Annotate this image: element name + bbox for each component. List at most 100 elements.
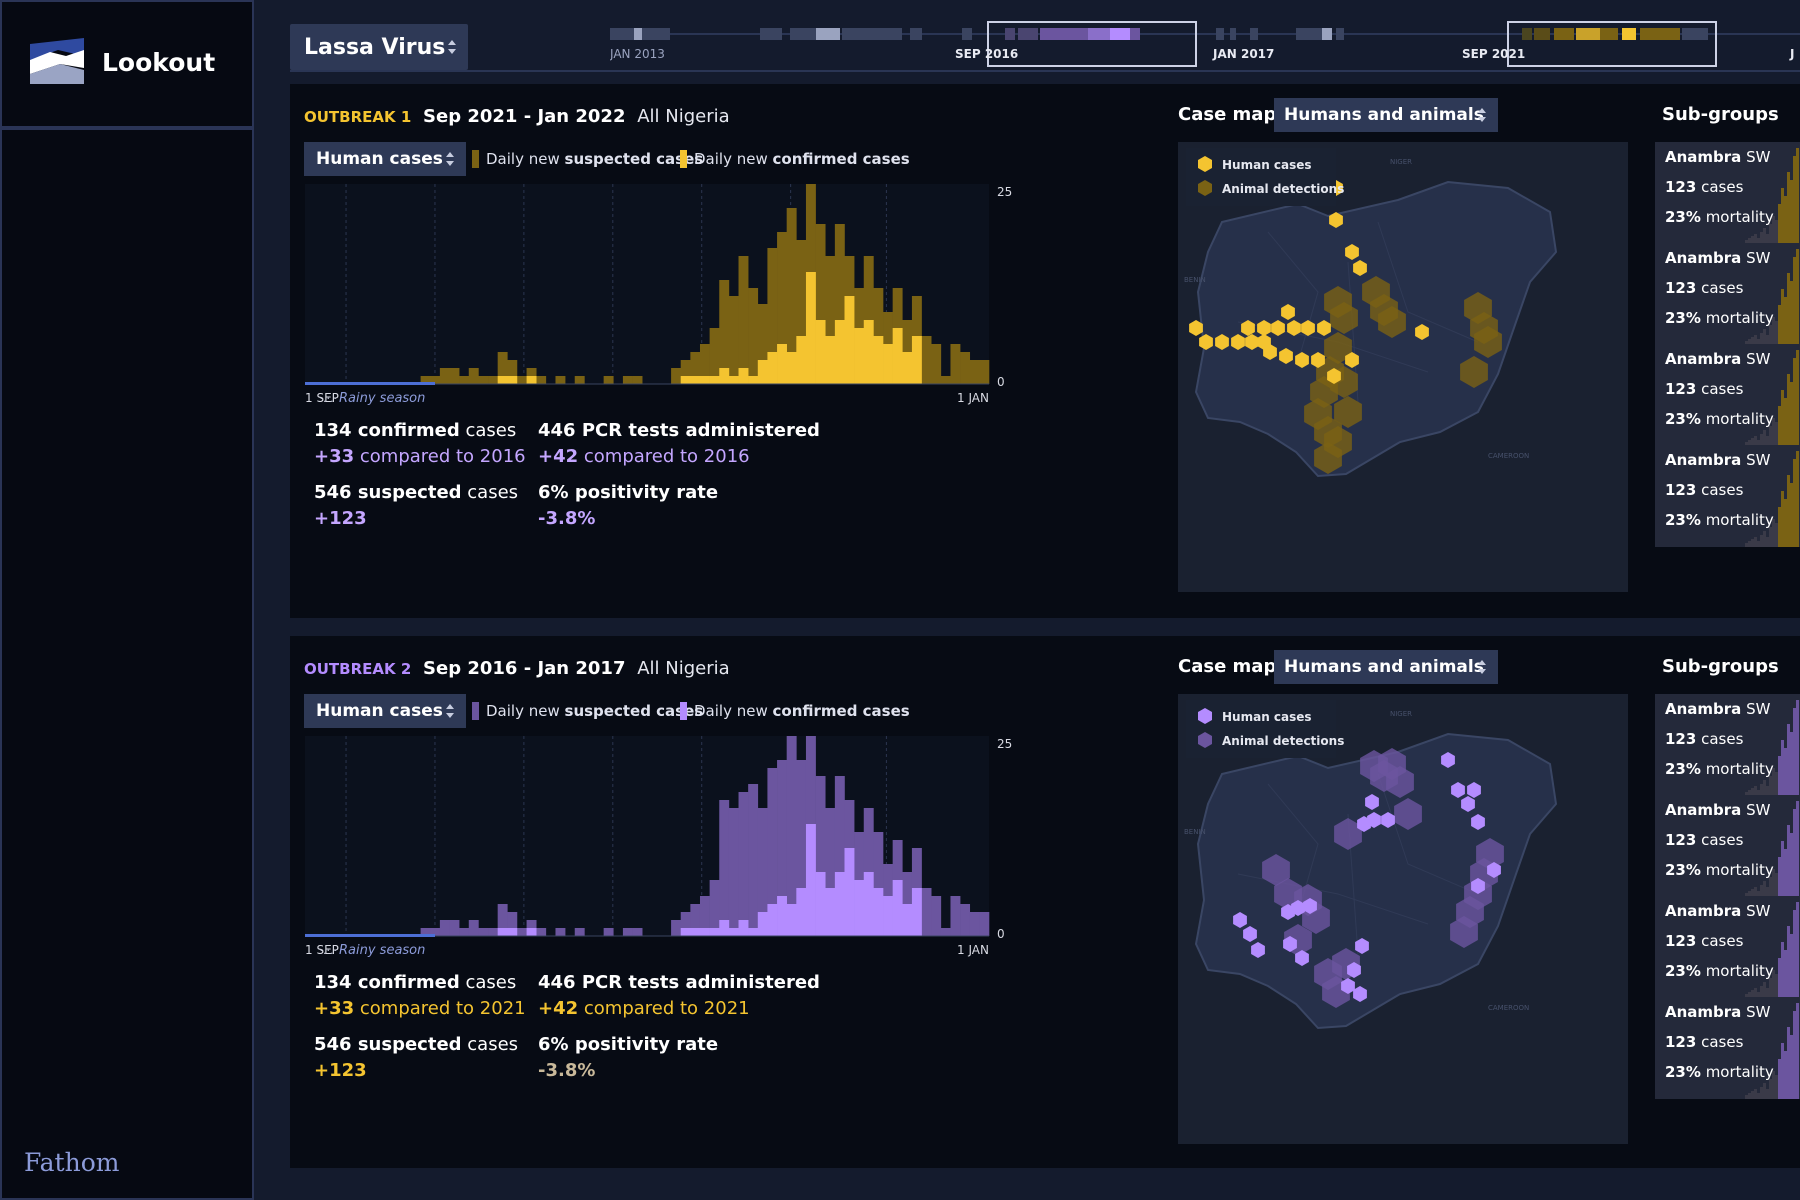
human-case-hex[interactable]	[1243, 926, 1257, 942]
timeline-segment[interactable]	[760, 28, 782, 40]
case-map[interactable]: NIGER BENIN CAMEROON Human cases Animal de…	[1178, 694, 1628, 1144]
human-case-hex[interactable]	[1451, 782, 1465, 798]
human-case-hex[interactable]	[1295, 950, 1309, 966]
human-case-hex[interactable]	[1279, 348, 1293, 364]
timeline-segment[interactable]	[1040, 28, 1066, 40]
timeline-segment[interactable]	[1640, 28, 1680, 40]
human-case-hex[interactable]	[1347, 962, 1361, 978]
human-case-hex[interactable]	[1471, 814, 1485, 830]
subgroup-card[interactable]: Anambra SW 123 cases 23% mortality	[1655, 445, 1800, 547]
animal-detection-hex[interactable]	[1450, 916, 1478, 948]
subgroup-card[interactable]: Anambra SW 123 cases 23% mortality	[1655, 243, 1800, 345]
human-case-hex[interactable]	[1317, 320, 1331, 336]
timeline-segment[interactable]	[1322, 28, 1332, 40]
subgroup-card[interactable]: Anambra SW 123 cases 23% mortality	[1655, 142, 1800, 244]
human-case-hex[interactable]	[1271, 320, 1285, 336]
timeline-segment[interactable]	[1534, 28, 1550, 40]
animal-detection-hex[interactable]	[1324, 332, 1352, 364]
human-case-hex[interactable]	[1233, 912, 1247, 928]
timeline[interactable]: JAN 2013 SEP 2016 JAN 2017 SEP 2021 J	[610, 18, 1800, 78]
animal-detection-hex[interactable]	[1476, 838, 1504, 870]
human-case-hex[interactable]	[1287, 320, 1301, 336]
animal-detection-hex[interactable]	[1330, 302, 1358, 334]
subgroup-card[interactable]: Anambra SW 123 cases 23% mortality	[1655, 795, 1800, 897]
virus-select[interactable]: Lassa Virus	[290, 24, 468, 70]
animal-detection-hex[interactable]	[1474, 326, 1502, 358]
timeline-segment[interactable]	[1296, 28, 1324, 40]
human-case-hex[interactable]	[1241, 320, 1255, 336]
timeline-segment[interactable]	[1088, 28, 1110, 40]
animal-detection-hex[interactable]	[1334, 396, 1362, 428]
animal-detection-hex[interactable]	[1460, 356, 1488, 388]
human-case-hex[interactable]	[1199, 334, 1213, 350]
human-case-hex[interactable]	[1367, 812, 1381, 828]
human-case-hex[interactable]	[1487, 862, 1501, 878]
human-case-hex[interactable]	[1281, 304, 1295, 320]
human-case-hex[interactable]	[1353, 986, 1367, 1002]
timeline-segment[interactable]	[634, 28, 642, 40]
timeline-window-outbreak-1[interactable]	[1507, 21, 1717, 67]
timeline-segment[interactable]	[1130, 28, 1140, 40]
timeline-segment[interactable]	[910, 28, 922, 40]
timeline-segment[interactable]	[1250, 28, 1258, 40]
animal-detection-hex[interactable]	[1262, 854, 1290, 886]
timeline-segment[interactable]	[1066, 28, 1088, 40]
human-case-hex[interactable]	[1381, 812, 1395, 828]
human-case-hex[interactable]	[1257, 320, 1271, 336]
timeline-segment[interactable]	[1682, 28, 1708, 40]
human-case-hex[interactable]	[1303, 898, 1317, 914]
human-case-hex[interactable]	[1301, 320, 1315, 336]
timeline-segment[interactable]	[1230, 28, 1236, 40]
timeline-segment[interactable]	[1336, 28, 1344, 40]
human-case-hex[interactable]	[1329, 212, 1343, 228]
human-case-hex[interactable]	[1353, 260, 1367, 276]
subgroup-card[interactable]: Anambra SW 123 cases 23% mortality	[1655, 344, 1800, 446]
nigeria-hex-map[interactable]: NIGER BENIN CAMEROON	[1178, 694, 1628, 1144]
human-case-hex[interactable]	[1355, 938, 1369, 954]
timeline-segment[interactable]	[1018, 28, 1038, 40]
animal-detection-hex[interactable]	[1386, 766, 1414, 798]
human-case-hex[interactable]	[1263, 344, 1277, 360]
human-case-hex[interactable]	[1467, 782, 1481, 798]
human-cases-select[interactable]: Human cases	[304, 694, 466, 728]
timeline-segment[interactable]	[1554, 28, 1574, 40]
human-case-hex[interactable]	[1283, 936, 1297, 952]
human-case-hex[interactable]	[1281, 904, 1295, 920]
timeline-segment[interactable]	[842, 28, 902, 40]
timeline-segment[interactable]	[962, 28, 972, 40]
human-case-hex[interactable]	[1295, 352, 1309, 368]
subgroup-card[interactable]: Anambra SW 123 cases 23% mortality	[1655, 896, 1800, 998]
human-case-hex[interactable]	[1441, 752, 1455, 768]
human-case-hex[interactable]	[1231, 334, 1245, 350]
human-case-hex[interactable]	[1471, 878, 1485, 894]
animal-detection-hex[interactable]	[1378, 306, 1406, 338]
case-map[interactable]: NIGER BENIN CAMEROON Human cases Animal de…	[1178, 142, 1628, 592]
timeline-segment[interactable]	[1005, 28, 1015, 40]
case-map-filter-select[interactable]: Humans and animals	[1274, 650, 1498, 684]
human-case-hex[interactable]	[1345, 352, 1359, 368]
animal-detection-hex[interactable]	[1314, 442, 1342, 474]
timeline-segment[interactable]	[816, 28, 840, 40]
human-case-hex[interactable]	[1341, 978, 1355, 994]
timeline-segment[interactable]	[1576, 28, 1600, 40]
human-cases-select[interactable]: Human cases	[304, 142, 466, 176]
timeline-window-outbreak-2[interactable]	[987, 21, 1197, 67]
human-case-hex[interactable]	[1345, 244, 1359, 260]
human-case-hex[interactable]	[1415, 324, 1429, 340]
human-case-hex[interactable]	[1189, 320, 1203, 336]
timeline-segment[interactable]	[1622, 28, 1636, 40]
human-case-hex[interactable]	[1365, 794, 1379, 810]
nigeria-hex-map[interactable]: NIGER BENIN CAMEROON	[1178, 142, 1628, 592]
timeline-segment[interactable]	[1110, 28, 1132, 40]
human-case-hex[interactable]	[1311, 352, 1325, 368]
timeline-segment[interactable]	[1216, 28, 1224, 40]
case-map-filter-select[interactable]: Humans and animals	[1274, 98, 1498, 132]
human-case-hex[interactable]	[1461, 796, 1475, 812]
animal-detection-hex[interactable]	[1394, 798, 1422, 830]
human-case-hex[interactable]	[1327, 368, 1341, 384]
human-case-hex[interactable]	[1215, 334, 1229, 350]
human-case-hex[interactable]	[1251, 942, 1265, 958]
timeline-segment[interactable]	[1600, 28, 1618, 40]
subgroup-card[interactable]: Anambra SW 123 cases 23% mortality	[1655, 997, 1800, 1099]
human-case-hex[interactable]	[1245, 334, 1259, 350]
